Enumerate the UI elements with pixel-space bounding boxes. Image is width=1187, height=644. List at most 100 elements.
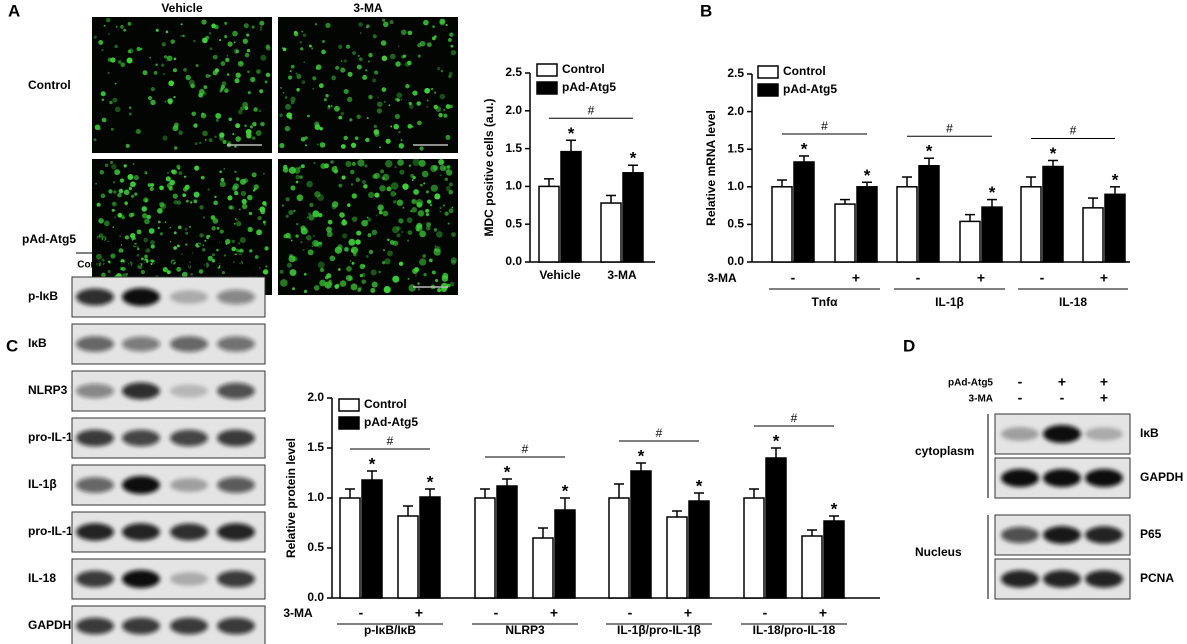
fluorescent-spot	[124, 201, 128, 206]
fluorescent-spot	[258, 208, 260, 211]
fluorescent-spot	[211, 23, 216, 29]
fluorescent-spot	[296, 74, 302, 80]
fluorescent-spot	[449, 32, 454, 37]
fluorescent-spot	[263, 223, 267, 226]
blot-band	[170, 384, 208, 398]
fluorescent-spot	[107, 260, 111, 264]
fluorescent-spot	[303, 272, 307, 276]
blot-band	[1085, 469, 1123, 487]
fluorescent-spot	[100, 91, 106, 97]
fluorescent-spot	[300, 164, 305, 169]
fluorescent-spot	[346, 266, 352, 272]
fluorescent-spot	[335, 65, 340, 70]
blot-row-label: GAPDH	[1140, 470, 1183, 484]
bar	[834, 203, 856, 263]
fluorescent-spot	[381, 55, 388, 62]
fluorescent-spot	[233, 41, 236, 44]
fluorescent-spot	[235, 136, 241, 142]
fluorescent-spot	[348, 276, 354, 281]
fluorescent-spot	[223, 168, 226, 170]
y-tick-label: 0.5	[727, 217, 744, 231]
y-tick-label: 2.5	[727, 66, 744, 80]
fluorescent-spot	[376, 108, 383, 114]
fluorescent-spot	[383, 249, 385, 252]
blot-band	[217, 429, 255, 447]
fluorescent-spot	[339, 212, 345, 218]
fluorescent-spot	[429, 203, 433, 207]
fluorescent-spot	[316, 143, 319, 146]
fluorescent-spot	[219, 39, 222, 42]
blot-row-label: GAPDH	[28, 618, 71, 632]
fluorescent-spot	[387, 250, 393, 257]
fluorescent-spot	[107, 57, 112, 62]
fluorescent-spot	[259, 20, 265, 26]
fluorescent-spot	[372, 34, 377, 39]
fluorescent-spot	[136, 229, 142, 235]
fluorescent-spot	[286, 112, 293, 119]
fluorescent-spot	[417, 120, 422, 126]
fluorescent-spot	[167, 98, 173, 104]
fluorescent-spot	[361, 279, 366, 284]
fluorescent-spot	[202, 216, 206, 219]
fluorescent-spot	[423, 182, 426, 185]
bar	[361, 479, 383, 599]
fluorescent-spot	[259, 28, 263, 31]
fluorescent-spot	[398, 143, 405, 149]
fluorescent-spot	[204, 239, 207, 242]
fluorescent-spot	[172, 193, 178, 199]
fluorescent-spot	[449, 281, 455, 287]
significance-mark: *	[638, 446, 645, 465]
bar	[771, 186, 793, 263]
treatment-sign: +	[550, 605, 558, 621]
fluorescent-spot	[288, 166, 296, 174]
fluorescent-spot	[150, 183, 155, 187]
fluorescent-spot	[260, 209, 265, 215]
y-tick-label: 1.0	[727, 179, 744, 193]
fluorescent-spot	[307, 249, 314, 256]
fluorescent-spot	[114, 44, 118, 49]
fluorescent-spot	[160, 203, 167, 210]
fluorescent-spot	[370, 287, 376, 293]
fluorescent-spot	[393, 200, 397, 204]
fluorescent-spot	[288, 255, 296, 263]
group-label: IL-1β/pro-IL-1β	[617, 623, 701, 637]
fluorescent-spot	[314, 23, 318, 26]
bracket-label: #	[1070, 124, 1077, 138]
fluorescent-spot	[147, 95, 153, 101]
fluorescent-spot	[140, 269, 146, 275]
fluorescent-spot	[313, 235, 315, 237]
fluorescent-spot	[140, 257, 144, 261]
fluorescent-spot	[132, 163, 135, 165]
fluorescent-spot	[129, 185, 132, 187]
fluorescent-spot	[281, 204, 284, 207]
fluorescent-spot	[443, 113, 448, 118]
bracket-label: #	[946, 121, 953, 135]
fluorescent-spot	[292, 287, 295, 291]
fluorescent-spot	[170, 259, 176, 265]
fluorescent-spot	[434, 245, 437, 247]
fluorescent-spot	[337, 268, 341, 271]
fluorescent-spot	[172, 125, 179, 132]
fluorescent-spot	[400, 98, 403, 101]
fluorescent-spot	[419, 230, 427, 238]
fluorescent-spot	[340, 111, 345, 116]
fluorescent-spot	[108, 189, 113, 194]
fluorescent-spot	[114, 106, 121, 113]
fluorescent-spot	[170, 39, 175, 44]
y-tick-label: 1.0	[307, 490, 324, 504]
fluorescent-spot	[201, 243, 205, 247]
blot-band	[122, 570, 160, 588]
fluorescent-spot	[159, 201, 165, 208]
fluorescent-spot	[397, 159, 404, 166]
micrograph	[278, 159, 458, 295]
fluorescent-spot	[387, 238, 390, 242]
significance-mark: *	[568, 124, 575, 143]
fluorescent-spot	[347, 71, 353, 77]
fluorescent-spot	[147, 183, 152, 187]
fluorescent-spot	[212, 54, 218, 60]
fluorescent-spot	[422, 254, 427, 258]
fluorescent-spot	[410, 173, 414, 178]
group-label: p-IκB/IκB	[364, 623, 416, 637]
fluorescent-spot	[430, 87, 434, 91]
fluorescent-spot	[318, 241, 323, 245]
